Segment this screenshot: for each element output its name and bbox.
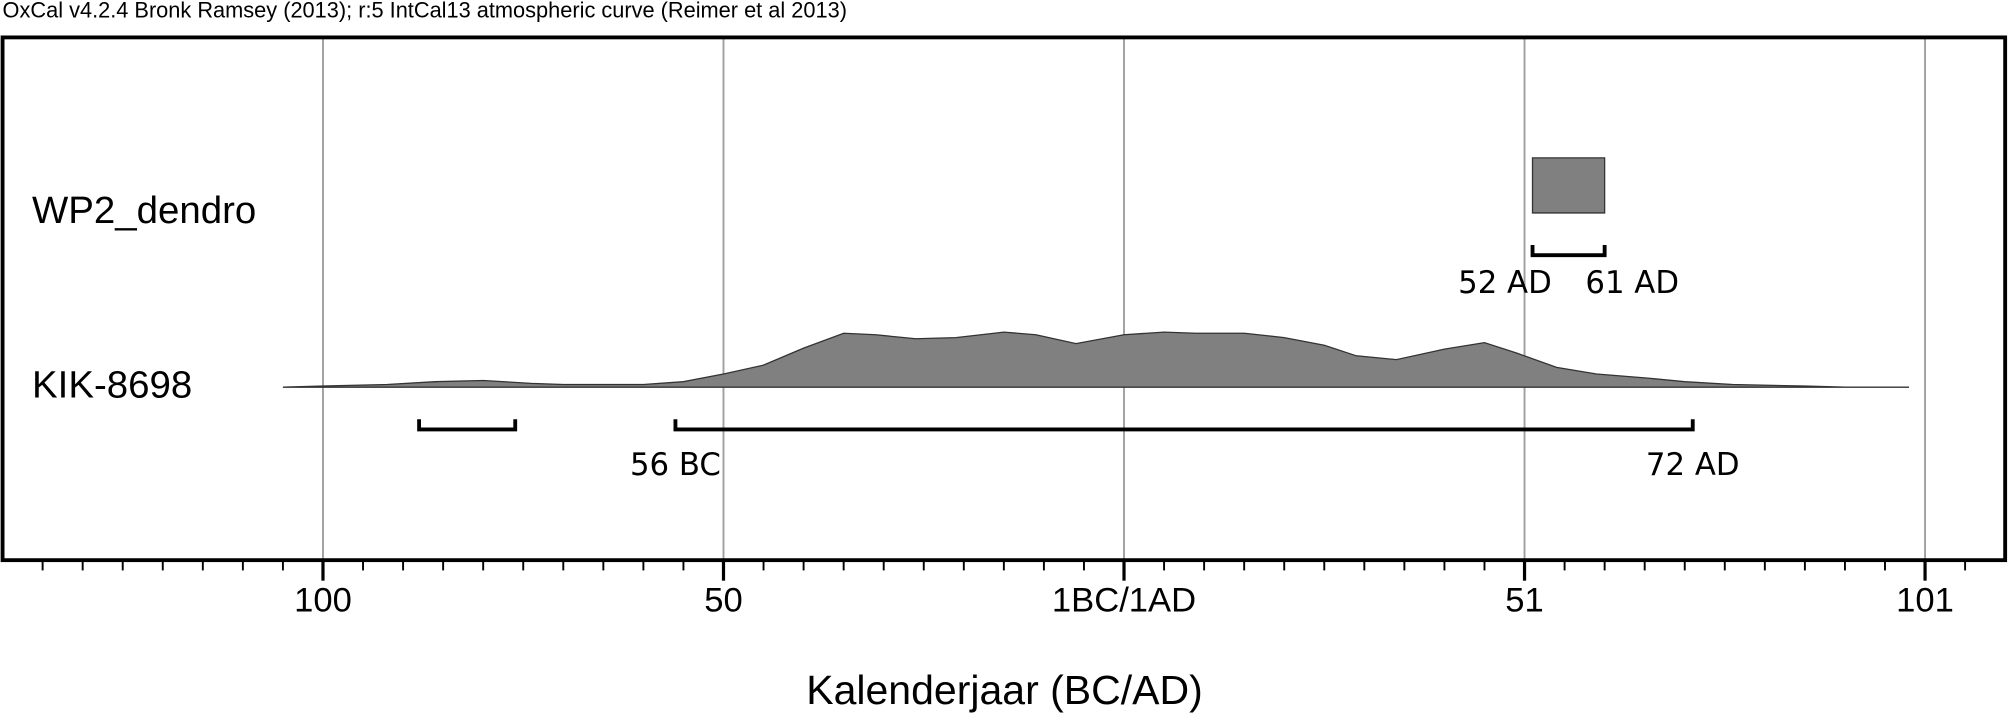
x-tick-label: 50 bbox=[704, 582, 742, 620]
series-label: WP2_dendro bbox=[32, 189, 256, 232]
distribution bbox=[1531, 157, 1606, 214]
range-bracket bbox=[1530, 244, 1607, 258]
x-tick-label: 1BC/1AD bbox=[1052, 582, 1196, 620]
range-bracket bbox=[417, 419, 518, 432]
x-tick-label: 101 bbox=[1896, 582, 1954, 620]
range-bracket bbox=[673, 419, 1695, 432]
range-label: 72 AD bbox=[1646, 447, 1740, 483]
chart-title: OxCal v4.2.4 Bronk Ramsey (2013); r:5 In… bbox=[3, 0, 847, 23]
x-axis-label: Kalenderjaar (BC/AD) bbox=[806, 667, 1203, 713]
series-label: KIK-8698 bbox=[32, 363, 192, 406]
x-tick-label: 51 bbox=[1505, 582, 1543, 620]
range-label: 52 AD bbox=[1458, 265, 1552, 301]
range-label: 61 AD bbox=[1585, 265, 1679, 301]
distribution bbox=[282, 331, 1910, 388]
x-tick-label: 100 bbox=[294, 582, 352, 620]
range-label: 56 BC bbox=[630, 447, 721, 483]
